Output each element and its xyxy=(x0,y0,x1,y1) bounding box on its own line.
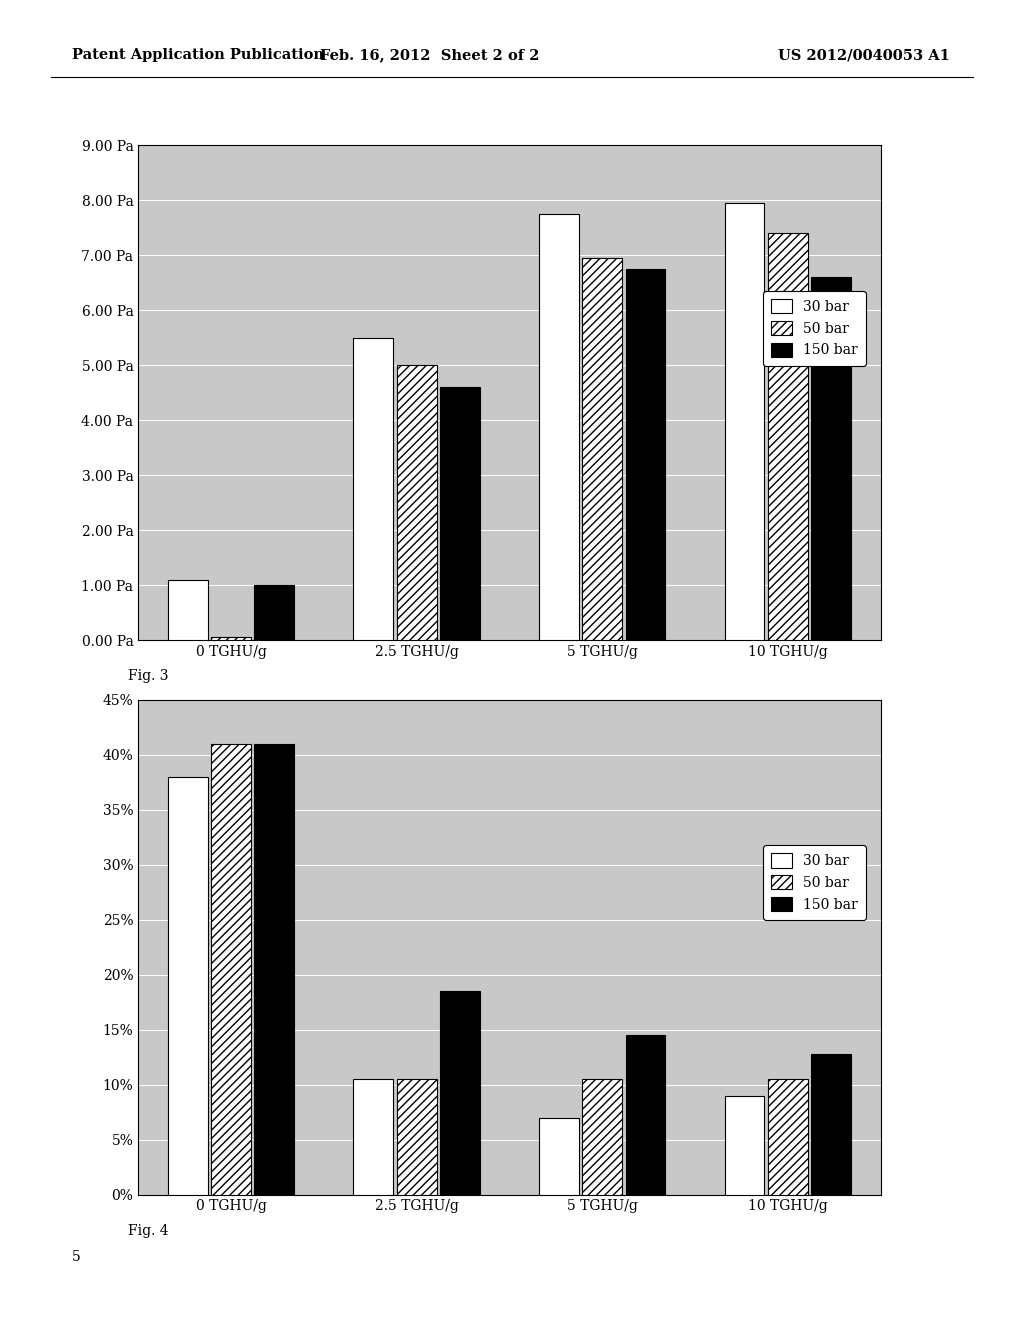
Bar xyxy=(211,743,251,1195)
Bar xyxy=(811,1053,851,1195)
Bar xyxy=(626,1035,666,1195)
Bar xyxy=(440,387,480,640)
Bar xyxy=(583,257,623,640)
Bar xyxy=(583,1080,623,1195)
Bar xyxy=(811,277,851,640)
Legend: 30 bar, 50 bar, 150 bar: 30 bar, 50 bar, 150 bar xyxy=(763,290,866,366)
Bar xyxy=(353,338,393,640)
Bar xyxy=(168,776,208,1195)
Text: Feb. 16, 2012  Sheet 2 of 2: Feb. 16, 2012 Sheet 2 of 2 xyxy=(321,49,540,62)
Bar xyxy=(440,991,480,1195)
Text: Patent Application Publication: Patent Application Publication xyxy=(72,49,324,62)
Bar xyxy=(254,743,294,1195)
Bar xyxy=(254,585,294,640)
Legend: 30 bar, 50 bar, 150 bar: 30 bar, 50 bar, 150 bar xyxy=(763,845,866,920)
Bar xyxy=(768,1080,808,1195)
Bar xyxy=(168,579,208,640)
Text: 5: 5 xyxy=(72,1250,81,1263)
Bar xyxy=(725,203,765,640)
Bar xyxy=(725,1096,765,1195)
Bar xyxy=(396,366,436,640)
Bar xyxy=(626,269,666,640)
Bar xyxy=(539,214,579,640)
Bar xyxy=(211,638,251,640)
Text: Fig. 4: Fig. 4 xyxy=(128,1224,169,1238)
Bar xyxy=(396,1080,436,1195)
Text: Fig. 3: Fig. 3 xyxy=(128,669,169,684)
Bar xyxy=(768,234,808,640)
Bar xyxy=(353,1080,393,1195)
Bar xyxy=(539,1118,579,1195)
Text: US 2012/0040053 A1: US 2012/0040053 A1 xyxy=(778,49,950,62)
